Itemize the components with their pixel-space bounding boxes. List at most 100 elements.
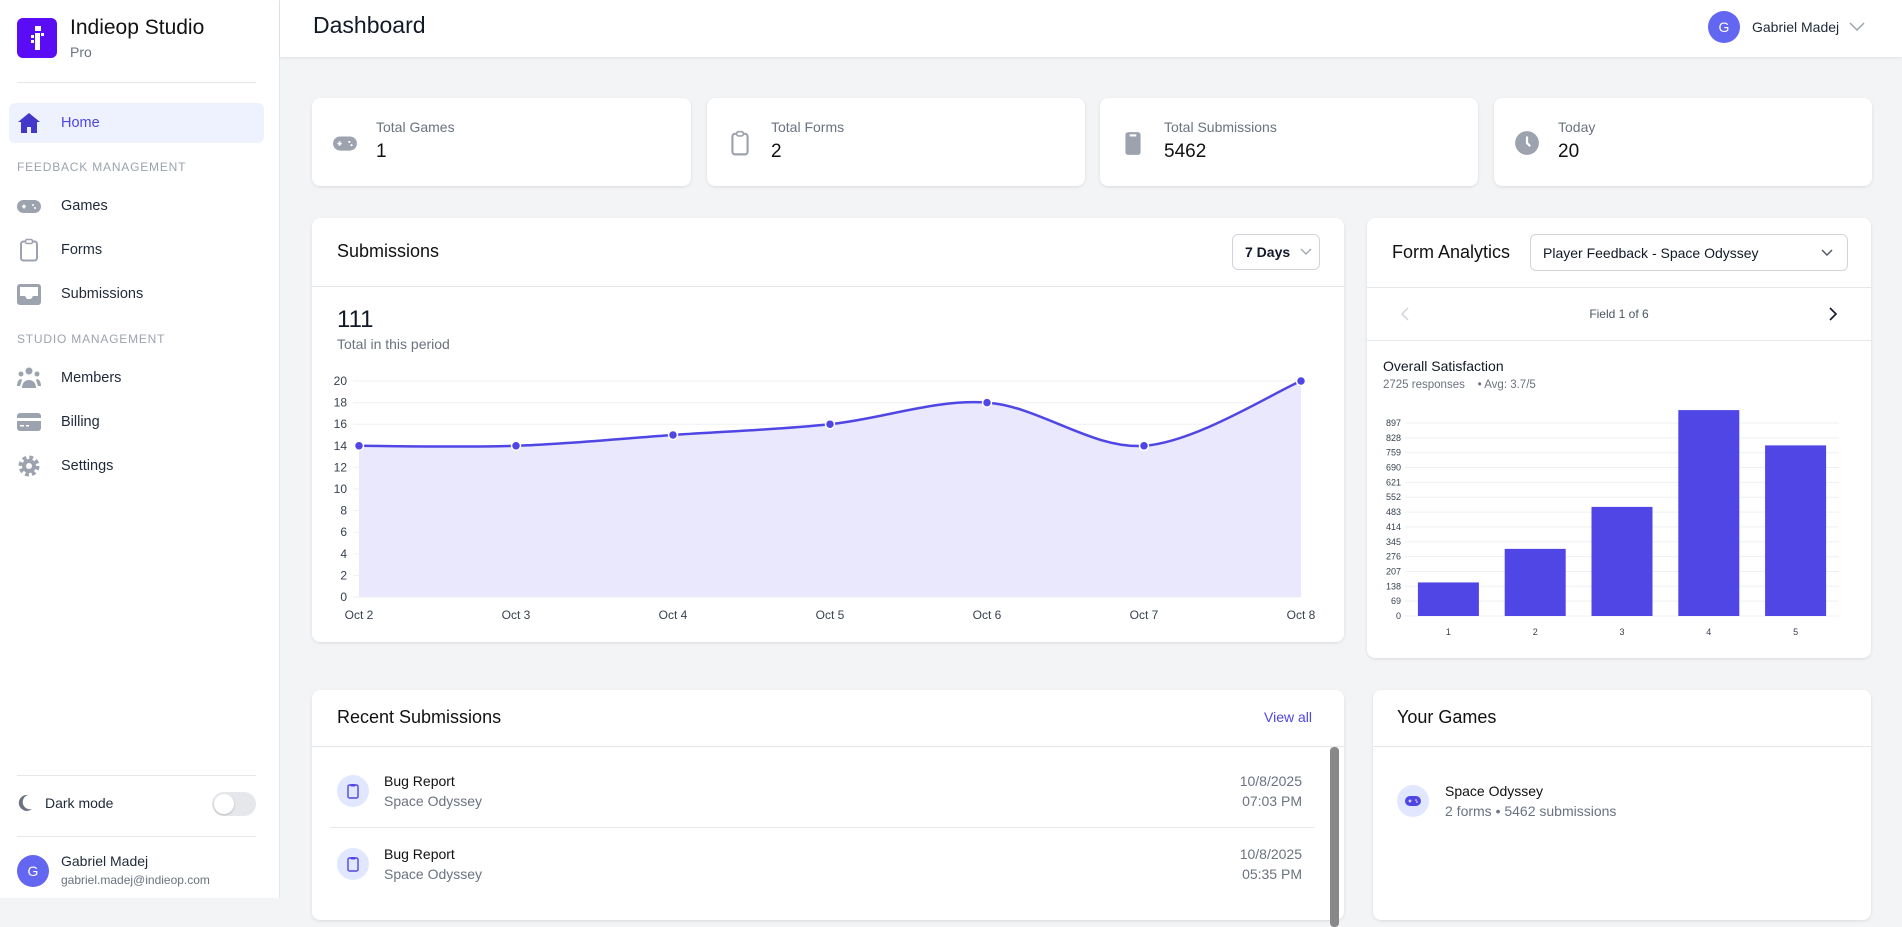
y-tick-label: 16 [334, 417, 348, 431]
stat-card-total-games: Total Games 1 [312, 98, 691, 186]
y-tick-label: 6 [340, 525, 347, 539]
divider [330, 827, 1314, 828]
dark-mode-label: Dark mode [45, 795, 114, 811]
y-tick-label: 69 [1391, 596, 1401, 606]
stat-label: Today [1558, 119, 1596, 135]
area-fill [359, 381, 1301, 597]
user-email: gabriel.madej@indieop.com [61, 873, 210, 887]
clipboard-filled-icon [1125, 132, 1141, 155]
x-tick-label: Oct 6 [973, 608, 1002, 622]
stat-card-today: Today 20 [1494, 98, 1872, 186]
range-value: 7 Days [1245, 244, 1291, 260]
submission-row[interactable]: Bug Report Space Odyssey 10/8/2025 05:35… [312, 828, 1332, 918]
stat-value: 20 [1558, 141, 1580, 162]
submission-row[interactable]: Bug Report Space Odyssey 10/8/2025 07:03… [312, 747, 1332, 837]
user-name: Gabriel Madej [1752, 19, 1840, 35]
y-tick-label: 897 [1386, 418, 1401, 428]
plan-label: Pro [70, 44, 92, 60]
bar [1417, 582, 1479, 616]
y-tick-label: 20 [334, 374, 348, 388]
period-total: 111 [337, 306, 374, 333]
y-tick-label: 414 [1386, 522, 1401, 532]
data-point [667, 429, 679, 441]
x-tick-label: 2 [1533, 627, 1538, 637]
responses-count: 2725 responses [1383, 379, 1465, 391]
y-tick-label: 2 [340, 568, 347, 582]
avatar: G [1708, 11, 1740, 43]
game-name: Space Odyssey [1445, 783, 1544, 799]
submission-game: Space Odyssey [384, 866, 483, 882]
y-tick-label: 14 [334, 439, 348, 453]
y-tick-label: 552 [1386, 492, 1401, 502]
field-title: Overall Satisfaction [1383, 358, 1504, 374]
gamepad-icon [17, 200, 41, 213]
brand-name: Indieop Studio [70, 16, 205, 39]
submission-icon-wrap [337, 848, 369, 880]
divider [312, 286, 1344, 287]
home-icon [18, 113, 40, 133]
top-header: Dashboard G Gabriel Madej [280, 0, 1902, 57]
y-tick-label: 18 [334, 396, 348, 410]
divider [17, 82, 256, 83]
page-title: Dashboard [313, 12, 426, 38]
x-tick-label: 5 [1793, 627, 1798, 637]
user-menu[interactable]: G Gabriel Madej [1708, 10, 1865, 44]
section-label: STUDIO MANAGEMENT [17, 332, 166, 346]
sidebar-item-submissions[interactable]: Submissions [9, 274, 264, 314]
sidebar-item-members[interactable]: Members [9, 358, 264, 398]
sidebar-item-settings[interactable]: Settings [9, 446, 264, 486]
y-tick-label: 138 [1386, 581, 1401, 591]
y-tick-label: 0 [340, 590, 347, 604]
range-select[interactable]: 7 Days [1232, 234, 1320, 270]
sidebar-item-label: Home [61, 115, 100, 131]
next-field-button[interactable] [1827, 306, 1839, 322]
sidebar-item-games[interactable]: Games [9, 186, 264, 226]
submission-time: 07:03 PM [1242, 793, 1302, 809]
y-tick-label: 828 [1386, 433, 1401, 443]
sidebar-item-home[interactable]: Home [9, 103, 264, 143]
sidebar-item-label: Billing [61, 414, 100, 430]
x-tick-label: Oct 4 [659, 608, 688, 622]
submission-date: 10/8/2025 [1239, 846, 1302, 862]
dark-mode-toggle[interactable] [212, 792, 256, 816]
submission-game: Space Odyssey [384, 793, 483, 809]
credit-card-icon [17, 413, 41, 431]
card-title: Submissions [337, 241, 440, 261]
avatar[interactable]: G [17, 855, 49, 887]
game-icon-wrap [1397, 785, 1429, 817]
gamepad-icon [333, 136, 357, 151]
y-tick-label: 621 [1386, 477, 1401, 487]
data-point [1138, 440, 1150, 452]
bar [1765, 445, 1827, 616]
users-icon [17, 367, 41, 388]
x-tick-label: Oct 3 [502, 608, 531, 622]
sidebar-item-label: Members [61, 370, 122, 386]
x-tick-label: 1 [1446, 627, 1451, 637]
divider [17, 775, 256, 776]
y-tick-label: 759 [1386, 448, 1401, 458]
previous-field-button[interactable] [1399, 306, 1411, 322]
stat-card-total-forms: Total Forms 2 [707, 98, 1085, 186]
gamepad-icon [1405, 796, 1421, 806]
your-games-card: Your Games Space Odyssey 2 forms • 5462 … [1373, 690, 1871, 920]
field-stats: 2725 responses • Avg: 3.7/5 [1383, 379, 1536, 391]
bar [1591, 506, 1653, 616]
form-select[interactable]: Player Feedback - Space Odyssey [1530, 234, 1848, 271]
sidebar-item-label: Settings [61, 458, 114, 474]
sidebar-item-billing[interactable]: Billing [9, 402, 264, 442]
average-score: • Avg: 3.7/5 [1477, 379, 1536, 391]
sidebar-item-forms[interactable]: Forms [9, 230, 264, 270]
satisfaction-bar-chart: 0691382072763454144835526216907598288971… [1386, 410, 1839, 637]
x-tick-label: Oct 8 [1287, 608, 1316, 622]
game-row[interactable]: Space Odyssey 2 forms • 5462 submissions [1373, 747, 1871, 827]
chevron-down-icon [1821, 249, 1833, 256]
clipboard-icon [347, 784, 359, 799]
y-tick-label: 483 [1386, 507, 1401, 517]
data-point [824, 418, 836, 430]
scrollbar-thumb[interactable] [1330, 747, 1339, 927]
sidebar-item-label: Forms [61, 242, 103, 258]
view-all-link[interactable]: View all [1264, 709, 1312, 725]
chevron-down-icon [1849, 22, 1865, 32]
brand-logo [17, 18, 57, 58]
divider [17, 836, 256, 837]
